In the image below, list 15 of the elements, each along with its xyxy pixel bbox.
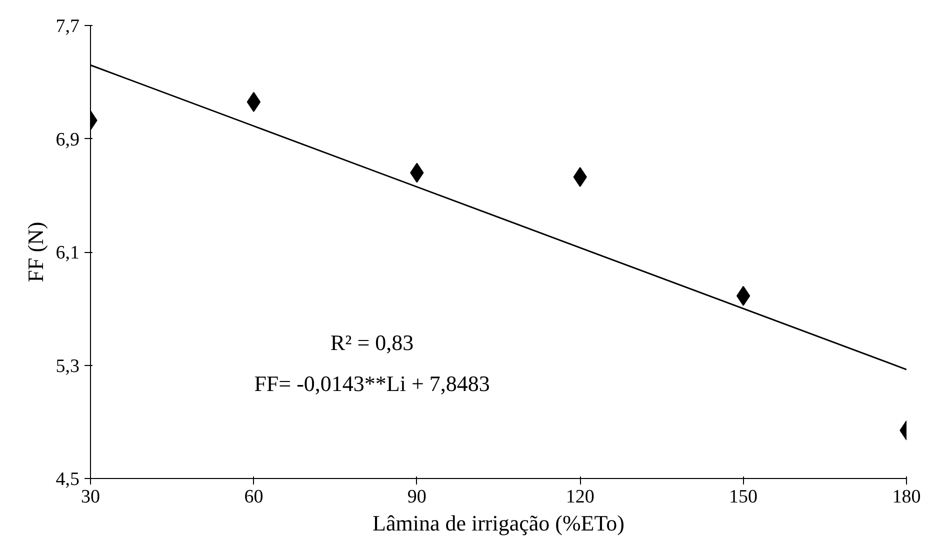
y-tick-label: 6,1 bbox=[56, 242, 80, 264]
x-tick-label: 90 bbox=[407, 486, 426, 508]
y-tick-label: 7,7 bbox=[56, 16, 80, 37]
annotation: FF= -0,0143**Li + 7,8483 bbox=[254, 370, 490, 396]
x-axis-title: Lâmina de irrigação (%ETo) bbox=[372, 510, 624, 536]
y-tick-label: 6,9 bbox=[56, 129, 80, 150]
x-tick-label: 120 bbox=[566, 486, 594, 508]
y-tick-label: 4,5 bbox=[56, 469, 80, 490]
y-axis-title: FF (N) bbox=[22, 222, 48, 282]
x-tick-label: 180 bbox=[892, 486, 921, 508]
x-tick-label: 150 bbox=[729, 486, 758, 508]
x-tick-label: 60 bbox=[244, 486, 264, 508]
y-tick-label: 5,3 bbox=[56, 356, 80, 377]
x-tick-label: 30 bbox=[81, 486, 100, 508]
annotation: R² = 0,83 bbox=[330, 330, 414, 356]
